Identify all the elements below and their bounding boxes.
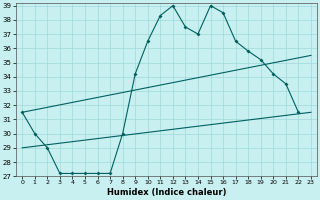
X-axis label: Humidex (Indice chaleur): Humidex (Indice chaleur): [107, 188, 226, 197]
